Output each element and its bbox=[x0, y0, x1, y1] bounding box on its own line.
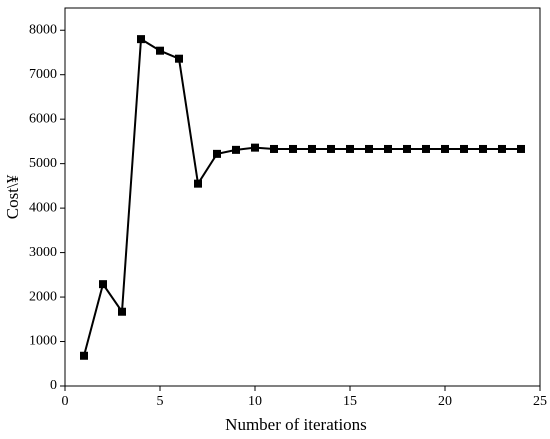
x-tick-label: 5 bbox=[157, 394, 164, 409]
y-tick-label: 8000 bbox=[29, 22, 57, 37]
data-point bbox=[460, 144, 468, 153]
y-axis-label: Cost\¥ bbox=[3, 174, 22, 219]
x-tick-label: 10 bbox=[248, 394, 262, 409]
data-point bbox=[194, 179, 202, 188]
y-tick-label: 7000 bbox=[29, 67, 57, 82]
data-point bbox=[251, 143, 259, 152]
y-tick-label: 4000 bbox=[29, 200, 57, 215]
data-point bbox=[517, 144, 525, 153]
y-tick-label: 0 bbox=[50, 378, 57, 393]
y-tick-label: 1000 bbox=[29, 334, 57, 349]
data-point bbox=[80, 351, 88, 360]
y-tick-label: 6000 bbox=[29, 111, 57, 126]
data-line bbox=[83, 37, 521, 357]
data-point bbox=[232, 145, 240, 154]
data-point bbox=[403, 144, 411, 153]
plot-frame bbox=[64, 7, 541, 387]
data-point bbox=[118, 307, 126, 316]
x-tick-label: 15 bbox=[343, 394, 357, 409]
data-point bbox=[498, 144, 506, 153]
data-point bbox=[213, 149, 221, 158]
y-tick-label: 3000 bbox=[29, 245, 57, 260]
y-tick-label: 5000 bbox=[29, 156, 57, 171]
data-point bbox=[479, 144, 487, 153]
data-point bbox=[99, 280, 107, 289]
data-point bbox=[289, 144, 297, 153]
data-point bbox=[270, 144, 278, 153]
data-point bbox=[137, 35, 145, 44]
data-point bbox=[384, 144, 392, 153]
data-point bbox=[175, 54, 183, 63]
x-tick-label: 20 bbox=[438, 394, 452, 409]
data-point bbox=[156, 46, 164, 55]
x-axis-label: Number of iterations bbox=[225, 415, 367, 434]
data-point bbox=[365, 144, 373, 153]
x-tick-label: 25 bbox=[533, 394, 547, 409]
data-point bbox=[327, 144, 335, 153]
y-tick-label: 2000 bbox=[29, 289, 57, 304]
data-point bbox=[422, 144, 430, 153]
x-tick-label: 0 bbox=[62, 394, 69, 409]
data-point bbox=[441, 144, 449, 153]
data-point bbox=[346, 144, 354, 153]
data-point bbox=[308, 144, 316, 153]
